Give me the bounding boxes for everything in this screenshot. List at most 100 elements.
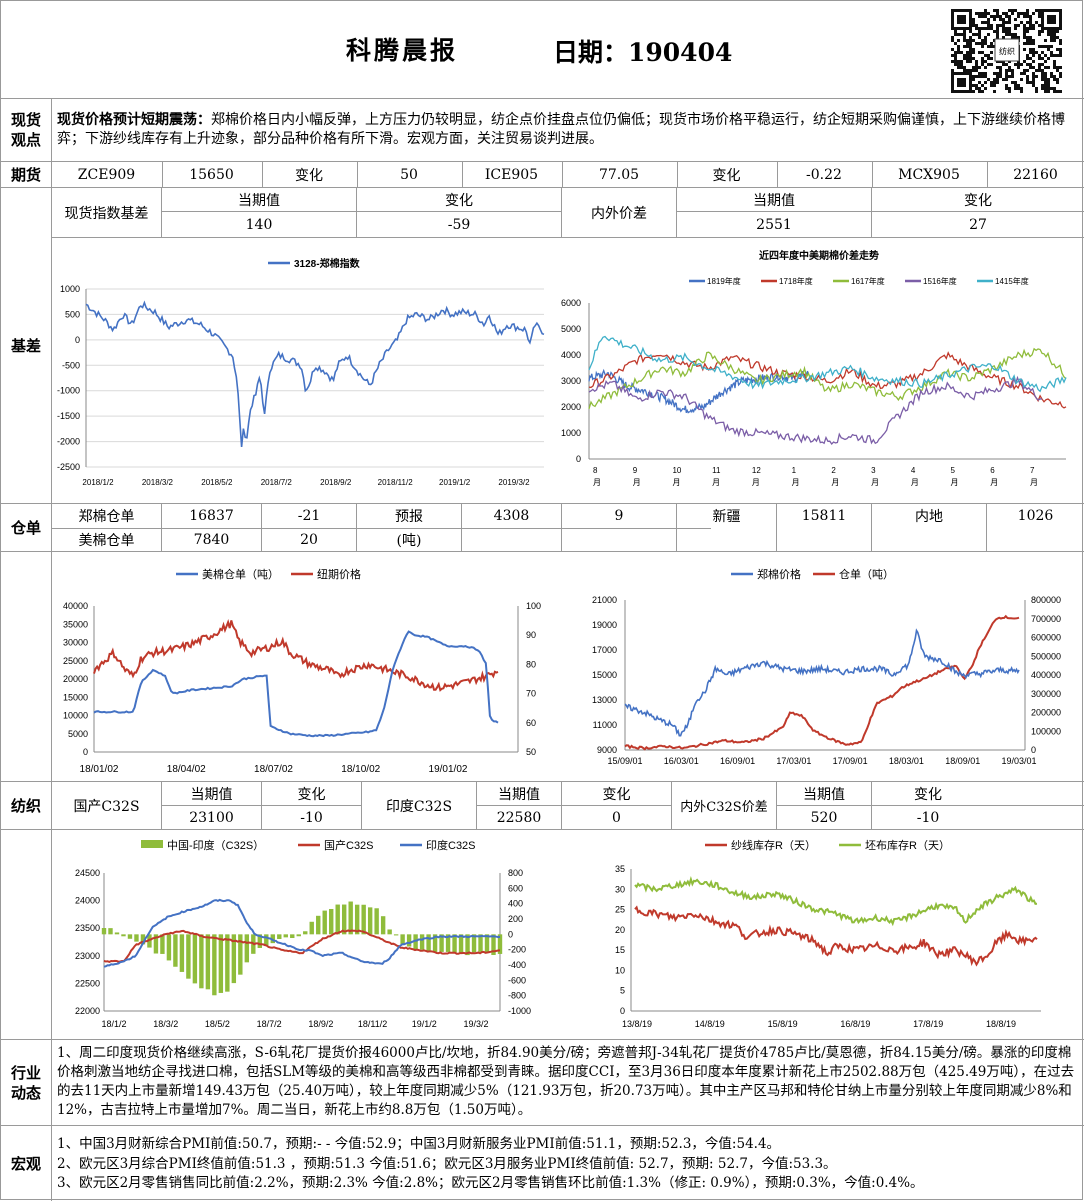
qr-module [1020,63,1023,66]
c2-xtick-num-8: 4 [911,466,916,475]
qr-module [993,78,996,81]
c2-xtick-unit-2: 月 [672,478,680,487]
qr-module [960,51,963,54]
zm-warehouse-label: 郑棉仓单 [78,509,135,525]
c5-diff-bar-56 [465,934,470,956]
qr-module [987,63,990,66]
forecast-unit: (吨) [396,533,422,549]
qr-module [963,54,966,57]
c6-xtick-1: 14/8/19 [695,1019,725,1029]
qr-module [993,9,996,12]
qr-module [1020,90,1023,93]
qr-module [999,24,1002,27]
qr-module [1008,15,1011,18]
spread-current-label: 当期值 [753,192,795,209]
c5-diff-bar-0 [101,928,107,935]
c6-legend-label-0: 纱线库存R（天） [731,838,816,852]
c2-xtick-num-7: 3 [871,466,876,475]
c6-tick-1: 30 [615,884,625,894]
qr-module [1005,21,1008,24]
c5-diff-bar-5 [134,934,139,942]
c5-left-tick-0: 24500 [75,868,100,878]
qr-module [1056,48,1059,51]
qr-module [1005,15,1008,18]
qr-module [963,33,966,36]
qr-module [1035,87,1038,90]
c1-xtick-0: 2018/1/2 [82,478,114,487]
qr-module [1035,75,1038,78]
qr-module [984,81,987,84]
c4-xtick-6: 18/09/01 [945,756,980,766]
c2-xtick-unit-7: 月 [871,478,879,487]
c4-xtick-3: 17/03/01 [776,756,811,766]
c2-xtick-num-5: 1 [792,466,797,475]
qr-module [996,72,999,75]
qr-module [960,33,963,36]
c2-tick-1: 5000 [561,324,581,334]
c5-diff-bar-18 [218,934,224,993]
qr-module [972,75,975,78]
c5-diff-bar-22 [244,934,250,963]
c3-left-tick-1: 35000 [63,619,88,629]
qr-module [1020,78,1023,81]
qr-module [1053,63,1056,66]
qr-module [1020,12,1023,15]
c6-tick-6: 5 [620,986,625,996]
qr-module [978,66,981,69]
c5-xtick-7: 19/3/2 [463,1019,488,1029]
c5-diff-bar-49 [419,934,425,950]
c6-xtick-0: 13/8/19 [622,1019,652,1029]
qr-module [951,39,954,42]
qr-module [1041,75,1044,78]
c1-legend-label: 3128-郑棉指数 [294,257,361,270]
qr-module [951,60,954,63]
zheng-warehouse-chart: 郑棉价格 仓单（吨） 21000 19000 17000 15000 13000 11000 9… [592,567,1061,766]
qr-module [1032,66,1035,69]
qr-module [1044,45,1047,48]
qr-module [1023,12,1026,15]
c5-diff-bar-42 [374,908,379,935]
qr-module [1020,87,1023,90]
spread-label: 内外价差 [591,205,647,222]
c1-tick-0: 1000 [60,284,80,294]
qr-module [969,48,972,51]
qr-module [1047,33,1050,36]
c1-tick-2: 0 [75,335,80,345]
qr-module [1044,75,1047,78]
qr-module [1041,84,1044,87]
qr-module [984,21,987,24]
c3-left-tick-8: 0 [83,747,88,757]
qr-module [1050,72,1053,75]
qr-module [1056,78,1059,81]
qr-module [1038,33,1041,36]
qr-module [1005,63,1008,66]
qr-module [969,57,972,60]
qr-module [984,54,987,57]
qr-module [1053,36,1056,39]
c1-tick-4: -1000 [57,386,80,396]
qr-module [1002,63,1005,66]
c5-diff-bar-36 [335,904,340,935]
qr-module [963,39,966,42]
qr-module [1011,69,1014,72]
c5-right-tick-9: -1000 [508,1006,531,1016]
qr-module [990,51,993,54]
c2-legend-label-1: 1718年度 [779,276,813,286]
qr-module [963,57,966,60]
c5-diff-bar-10 [166,934,172,961]
qr-module [1056,30,1059,33]
qr-module [1050,36,1053,39]
c4-left-tick-0: 21000 [592,595,617,605]
qr-module [1050,39,1053,42]
qr-module [1023,33,1026,36]
qr-module [990,57,993,60]
qr-module [981,42,984,45]
qr-module [1008,18,1011,21]
c6-tick-3: 20 [615,925,625,935]
qr-module [1029,36,1032,39]
qr-module [957,48,960,51]
qr-module [987,33,990,36]
qr-module [1005,30,1008,33]
c2-xtick-unit-5: 月 [792,478,800,487]
qr-module [969,60,972,63]
